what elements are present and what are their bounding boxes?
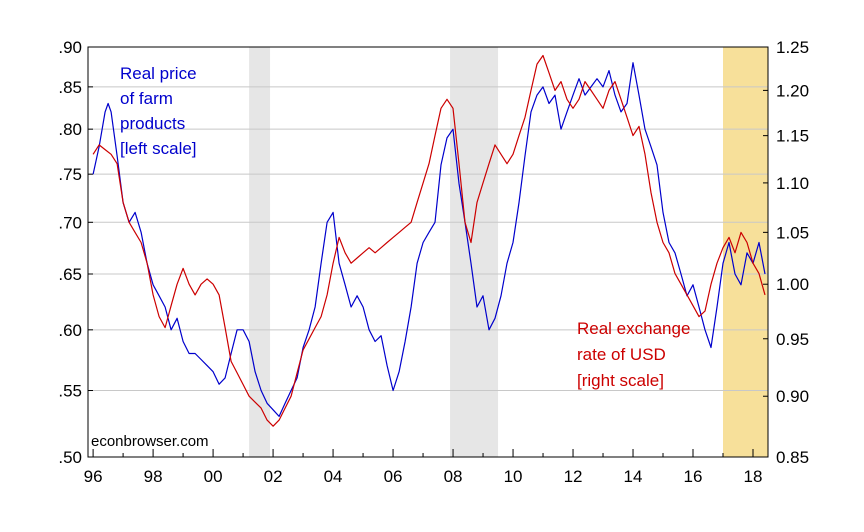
y-right-tick-label: 1.20 bbox=[776, 81, 809, 100]
farm-price-line bbox=[92, 62, 766, 417]
shaded-period-2 bbox=[450, 47, 499, 457]
y-left-ticks: .90 .85 .80 .75 .70 .65 .60 .55 .50 bbox=[58, 38, 93, 467]
plot-frame bbox=[87, 46, 769, 458]
left-series-label-line-4: [left scale] bbox=[120, 139, 197, 158]
y-left-tick-label: .50 bbox=[58, 448, 82, 467]
x-tick-label: 02 bbox=[264, 467, 283, 486]
series-lines bbox=[92, 54, 766, 427]
x-tick-label: 12 bbox=[564, 467, 583, 486]
watermark: econbrowser.com bbox=[91, 433, 209, 450]
left-series-label-line-1: Real price bbox=[120, 64, 197, 83]
y-right-tick-label: 0.85 bbox=[776, 448, 809, 467]
x-tick-label: 08 bbox=[444, 467, 463, 486]
y-left-tick-label: .90 bbox=[58, 38, 82, 57]
y-right-tick-label: 1.00 bbox=[776, 275, 809, 294]
x-tick-label: 06 bbox=[384, 467, 403, 486]
y-right-ticks: 1.25 1.20 1.15 1.10 1.05 1.00 0.95 0.90 0.85 bbox=[763, 38, 809, 467]
x-tick-label: 10 bbox=[504, 467, 523, 486]
left-series-label-line-2: of farm bbox=[120, 89, 173, 108]
y-left-tick-label: .55 bbox=[58, 382, 82, 401]
y-right-tick-label: 1.15 bbox=[776, 127, 809, 146]
left-series-label: Real price of farm products [left scale] bbox=[120, 64, 201, 158]
x-tick-label: 14 bbox=[624, 467, 643, 486]
exchange-rate-line bbox=[92, 54, 766, 427]
y-left-tick-label: .65 bbox=[58, 265, 82, 284]
gridlines bbox=[88, 46, 768, 458]
shaded-period-1 bbox=[249, 47, 271, 457]
y-left-tick-label: .85 bbox=[58, 78, 82, 97]
x-tick-label: 04 bbox=[324, 467, 343, 486]
y-left-tick-label: .60 bbox=[58, 321, 82, 340]
right-series-label-line-1: Real exchange bbox=[577, 319, 690, 338]
y-right-tick-label: 1.25 bbox=[776, 38, 809, 57]
right-series-label-line-3: [right scale] bbox=[577, 371, 664, 390]
x-tick-label: 96 bbox=[84, 467, 103, 486]
x-tick-label: 98 bbox=[144, 467, 163, 486]
x-tick-label: 00 bbox=[204, 467, 223, 486]
y-right-tick-label: 1.05 bbox=[776, 223, 809, 242]
right-series-label-line-2: rate of USD bbox=[577, 345, 666, 364]
x-tick-label: 16 bbox=[684, 467, 703, 486]
x-tick-label: 18 bbox=[744, 467, 763, 486]
y-left-tick-label: .80 bbox=[58, 120, 82, 139]
y-right-tick-label: 0.95 bbox=[776, 330, 809, 349]
x-ticks: 96 98 00 02 04 06 08 10 12 14 16 18 bbox=[84, 449, 763, 486]
y-left-tick-label: .70 bbox=[58, 213, 82, 232]
right-series-label: Real exchange rate of USD [right scale] bbox=[577, 319, 695, 390]
left-series-label-line-3: products bbox=[120, 114, 185, 133]
y-right-tick-label: 1.10 bbox=[776, 174, 809, 193]
y-left-tick-label: .75 bbox=[58, 165, 82, 184]
shaded-periods bbox=[249, 47, 768, 457]
y-right-tick-label: 0.90 bbox=[776, 387, 809, 406]
